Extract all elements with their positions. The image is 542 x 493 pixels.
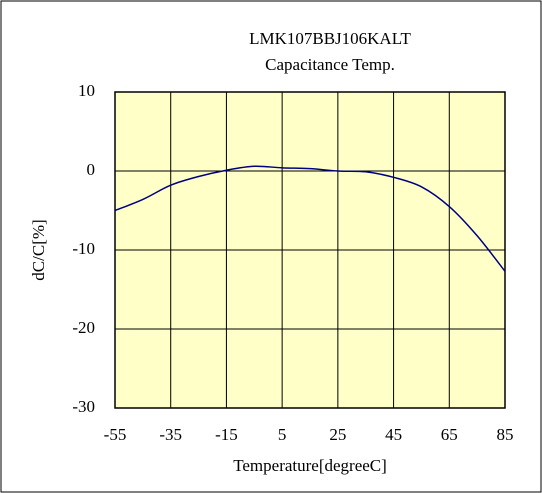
y-axis-label: dC/C[%] [29,219,48,280]
x-tick-label: 45 [385,425,402,444]
x-tick-label: -55 [104,425,127,444]
y-tick-label: -20 [72,318,95,337]
plot-border [114,91,506,409]
chart-subtitle: Capacitance Temp. [265,55,395,74]
x-tick-label: 25 [329,425,346,444]
y-tick-label: -10 [72,239,95,258]
x-tick-label: -35 [159,425,182,444]
x-tick-label: -15 [215,425,238,444]
x-tick-label: 65 [441,425,458,444]
line [114,165,506,272]
chart-title: LMK107BBJ106KALT [249,29,411,48]
x-tick-label: 85 [497,425,514,444]
x-tick-label: 5 [278,425,287,444]
y-tick-label: -30 [72,397,95,416]
y-tick-label: 10 [78,81,95,100]
x-axis-label: Temperature[degreeC] [233,456,387,475]
y-tick-label: 0 [87,160,96,179]
